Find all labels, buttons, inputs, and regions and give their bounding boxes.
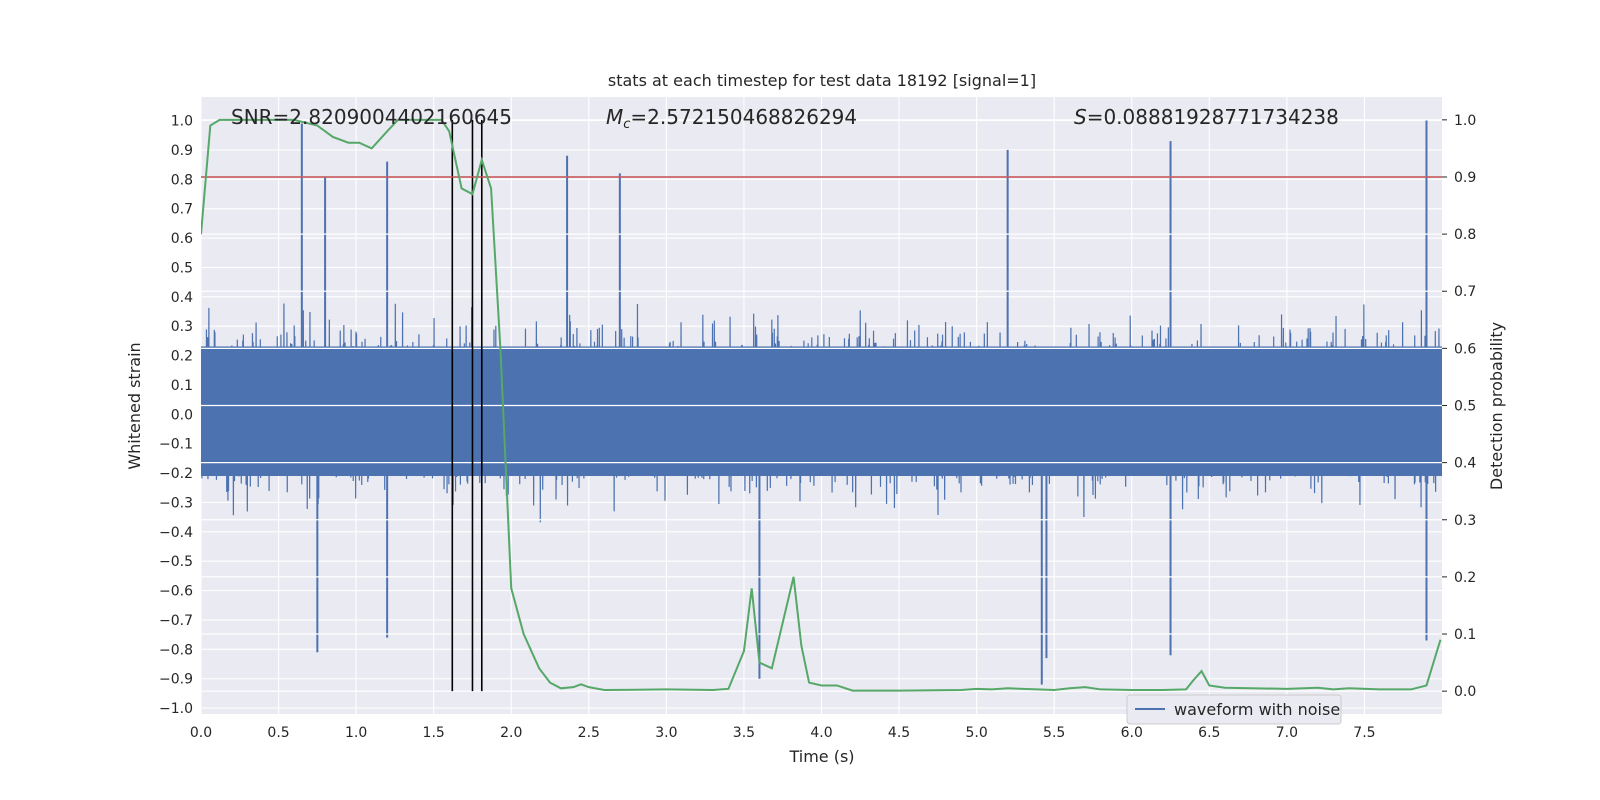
x-axis-ticks: 0.0 0.5 1.0 1.5 2.0 2.5 3.0 3.5 4.0 4.5 5.0 5.5 6.0 6… <box>190 725 1376 741</box>
x-tick-label: 2.5 <box>578 725 600 741</box>
y-tick-label: 1.0 <box>171 114 193 130</box>
right-tick-label: 0.0 <box>1454 684 1476 700</box>
vertical-markers <box>451 119 483 692</box>
probability-line <box>201 118 1442 692</box>
x-tick-label: 5.5 <box>1043 725 1065 741</box>
legend-box <box>1126 694 1342 725</box>
s-value: =0.08881928771734238 <box>1087 105 1339 129</box>
right-tick-label: 0.6 <box>1454 341 1476 357</box>
y-tick-label: 0.6 <box>171 231 193 247</box>
right-tick-label: 0.7 <box>1454 284 1476 300</box>
right-tick-label: 0.3 <box>1454 513 1476 529</box>
y-tick-label: 0.3 <box>171 319 193 335</box>
right-tick-label: 0.9 <box>1454 170 1476 186</box>
chirp-mass-annotation: Mc=2.572150468826294 <box>606 105 857 132</box>
y-tick-label: −0.2 <box>159 466 193 482</box>
x-tick-label: 1.0 <box>345 725 367 741</box>
x-tick-label: 6.5 <box>1198 725 1220 741</box>
s-symbol: S <box>1074 105 1087 129</box>
right-y-axis-label: Detection probability <box>1487 322 1506 490</box>
y-tick-label: −0.7 <box>159 613 193 629</box>
y-tick-label: −0.3 <box>159 495 193 511</box>
right-axis-ticks: 1.0 0.9 0.8 0.7 0.6 0.5 0.4 0.3 0.2 0.1 0.0 <box>1442 113 1476 700</box>
right-tick-label: 0.5 <box>1454 399 1476 415</box>
y-tick-label: 0.7 <box>171 202 193 218</box>
y-tick-label: −0.4 <box>159 525 193 541</box>
right-tick-label: 0.1 <box>1454 627 1476 643</box>
y-tick-label: −0.9 <box>159 672 193 688</box>
right-tick-label: 0.8 <box>1454 227 1476 243</box>
y-tick-label: 0.0 <box>171 407 193 423</box>
right-tick-label: 0.4 <box>1454 456 1476 472</box>
y-tick-label: 0.9 <box>171 143 193 159</box>
x-tick-label: 3.5 <box>733 725 755 741</box>
y-tick-label: 0.8 <box>171 172 193 188</box>
x-tick-label: 6.0 <box>1121 725 1143 741</box>
snr-annotation: SNR=2.8209004402160645 <box>231 105 512 129</box>
x-tick-label: 4.5 <box>888 725 910 741</box>
y-tick-label: 0.2 <box>171 349 193 365</box>
right-tick-label: 1.0 <box>1454 113 1476 129</box>
y-tick-label: 0.5 <box>171 260 193 276</box>
chart-title: stats at each timestep for test data 181… <box>608 71 1036 90</box>
waveform-series <box>201 120 1442 685</box>
probability-series <box>201 118 1442 692</box>
y-tick-label: −1.0 <box>159 701 193 717</box>
x-tick-label: 2.0 <box>500 725 522 741</box>
chirp-mass-symbol: M <box>606 105 623 129</box>
chirp-mass-value: =2.572150468826294 <box>630 105 857 129</box>
x-tick-label: 3.0 <box>655 725 677 741</box>
y-axis-ticks: 1.0 0.9 0.8 0.7 0.6 0.5 0.4 0.3 0.2 0.1 0.0 −0.1 −0.… <box>159 114 193 718</box>
x-tick-label: 7.5 <box>1353 725 1375 741</box>
x-tick-label: 1.5 <box>423 725 445 741</box>
y-tick-label: −0.1 <box>159 437 193 453</box>
right-tick-label: 0.2 <box>1454 570 1476 586</box>
x-tick-label: 5.0 <box>965 725 987 741</box>
x-tick-label: 7.0 <box>1276 725 1298 741</box>
y-tick-label: 0.4 <box>171 290 193 306</box>
x-tick-label: 4.0 <box>810 725 832 741</box>
x-axis-label: Time (s) <box>788 747 854 766</box>
y-tick-label: −0.5 <box>159 554 193 570</box>
y-tick-label: −0.6 <box>159 584 193 600</box>
y-tick-label: 0.1 <box>171 378 193 394</box>
chirp-mass-subscript: c <box>623 117 630 132</box>
legend-label: waveform with noise <box>1174 700 1340 719</box>
x-tick-label: 0.0 <box>190 725 212 741</box>
x-tick-label: 0.5 <box>267 725 289 741</box>
y-axis-label: Whitened strain <box>125 342 144 469</box>
legend: waveform with noise <box>1126 694 1342 725</box>
y-tick-label: −0.8 <box>159 642 193 658</box>
waveform-core <box>201 346 1442 477</box>
s-annotation: S=0.08881928771734238 <box>1074 105 1339 129</box>
